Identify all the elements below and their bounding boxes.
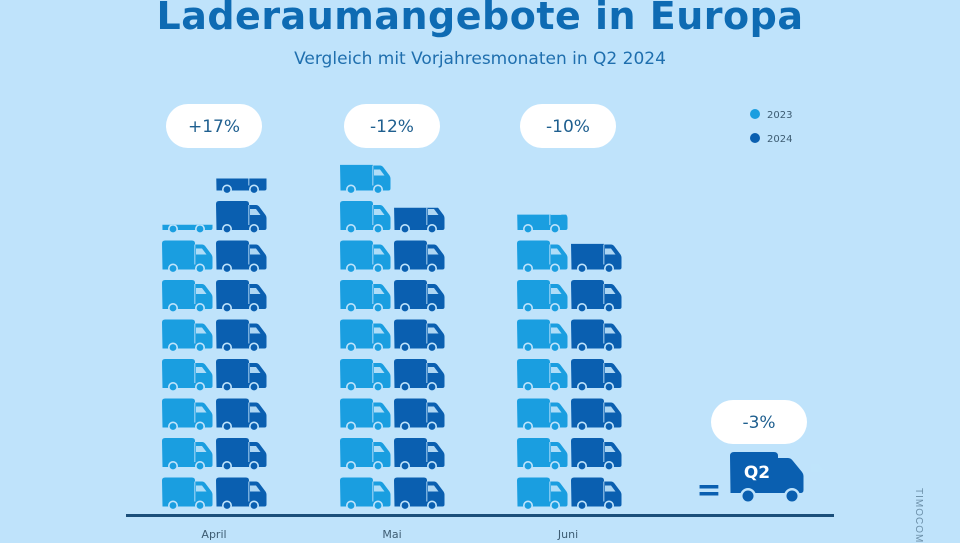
bar-april-2023 <box>162 224 213 511</box>
change-bubble-mai: -12% <box>344 104 440 148</box>
x-tick-april: April <box>201 528 226 540</box>
legend-item-2024: 2024 <box>750 133 792 145</box>
svg-text:-3%: -3% <box>742 413 775 433</box>
x-axis-line <box>126 514 834 517</box>
bar-mai-2023 <box>340 164 391 511</box>
bar-juni-2024 <box>571 243 622 511</box>
svg-text:2023: 2023 <box>767 110 792 121</box>
bar-juni-2023 <box>517 214 568 511</box>
bar-april-2024 <box>216 178 267 511</box>
svg-text:-10%: -10% <box>546 117 590 137</box>
timocom-watermark: TIMOCOM <box>913 488 924 543</box>
bar-mai-2024 <box>394 207 445 511</box>
svg-text:=: = <box>696 473 721 508</box>
svg-text:-12%: -12% <box>370 117 414 137</box>
svg-text:Q2: Q2 <box>744 463 770 483</box>
chart-subtitle: Vergleich mit Vorjahresmonaten in Q2 202… <box>294 49 666 69</box>
summary-q2: -3% = Q2 <box>696 400 825 508</box>
svg-text:+17%: +17% <box>188 117 240 137</box>
x-tick-juni: Juni <box>557 528 578 540</box>
change-bubble-april: +17% <box>166 104 262 148</box>
chart-title: Laderaumangebote in Europa <box>156 0 804 38</box>
change-bubble-juni: -10% <box>520 104 616 148</box>
x-tick-mai: Mai <box>382 528 401 540</box>
svg-text:2024: 2024 <box>767 134 792 145</box>
legend-item-2023: 2023 <box>750 109 792 121</box>
